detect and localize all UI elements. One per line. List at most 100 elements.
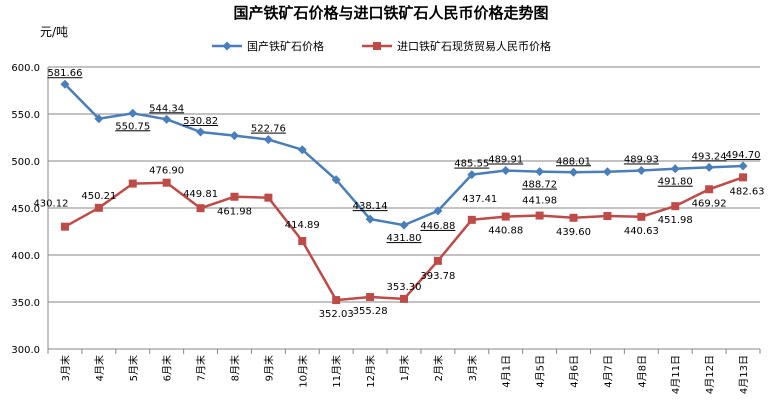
x-tick-label: 12月末 — [364, 355, 377, 388]
series-2-point — [366, 293, 375, 302]
series-2-data-label: 414.89 — [285, 220, 320, 231]
x-tick-label: 3月末 — [59, 355, 72, 381]
series-2-point — [603, 211, 612, 220]
series-1-point — [263, 135, 273, 145]
y-tick-label: 550.0 — [11, 110, 40, 121]
series-1-point — [196, 127, 206, 137]
series-1-point — [331, 175, 341, 185]
tick-labels: 300.0 350.0 400.0 450.0 500.0 550.0 600.0 3月末 4月… — [11, 63, 750, 394]
series-2-point — [501, 212, 510, 221]
series-2-data-label: 439.60 — [556, 227, 591, 238]
series-2-data-label: 461.98 — [217, 207, 252, 218]
series-1-data-label: 438.14 — [353, 201, 388, 212]
series-1-point — [636, 165, 646, 175]
series-1-data-label: 522.76 — [251, 124, 286, 135]
series-1-point — [535, 167, 545, 177]
series-2-data-label: 440.63 — [624, 226, 659, 237]
series-2-point — [60, 222, 69, 231]
series-2-data-label: 476.90 — [149, 166, 184, 177]
series-1-point — [467, 170, 477, 180]
series-2-data-label: 437.41 — [462, 194, 497, 205]
series-1-data-label: 488.72 — [522, 180, 557, 191]
series-1-data-label: 485.55 — [454, 159, 489, 170]
series-1-point — [433, 206, 443, 216]
series-1-data-label: 493.24 — [692, 151, 727, 162]
series-2-point — [671, 202, 680, 211]
y-tick-label: 500.0 — [11, 157, 40, 168]
x-tick-label: 11月末 — [330, 355, 343, 388]
series-1-data-label: 489.91 — [488, 154, 523, 165]
axes — [47, 67, 761, 354]
series-2-point — [264, 193, 273, 202]
series-1-point — [229, 131, 239, 141]
series-1-data-label: 446.88 — [420, 221, 455, 232]
y-axis-label: 元/吨 — [40, 25, 68, 39]
series-2-data-label: 353.30 — [387, 282, 422, 293]
series-1-point — [704, 162, 714, 172]
chart-title: 国产铁矿石价格与进口铁矿石人民币价格走势图 — [233, 4, 548, 22]
y-tick-label: 300.0 — [11, 345, 40, 356]
series-1-point — [602, 167, 612, 177]
series-2-point — [196, 204, 205, 213]
x-tick-label: 4月1日 — [501, 355, 513, 388]
series-2-data-label: 393.78 — [420, 271, 455, 282]
series-2-point — [298, 237, 307, 246]
series-2-data-label: 449.81 — [183, 189, 218, 200]
series-2-point — [230, 192, 239, 201]
series-1-data-label: 491.80 — [658, 177, 693, 188]
series-1-point — [128, 108, 138, 118]
series-1-point — [365, 214, 375, 224]
series-1-point — [162, 114, 172, 124]
x-tick-label: 1月末 — [398, 355, 411, 381]
x-tick-label: 9月末 — [262, 355, 275, 381]
legend-label-1: 国产铁矿石价格 — [247, 39, 324, 53]
series-2-data-label: 441.98 — [522, 196, 557, 207]
series-1-point — [94, 114, 104, 124]
series-2-point — [467, 215, 476, 224]
series-2-point — [739, 173, 748, 182]
series-2-point — [94, 203, 103, 212]
series-2-point — [400, 294, 408, 303]
series-1-data-label: 489.93 — [624, 154, 659, 165]
x-tick-label: 3月末 — [466, 355, 479, 381]
x-tick-label: 4月8日 — [636, 355, 648, 388]
x-tick-label: 4月12日 — [704, 355, 716, 394]
x-tick-label: 8月末 — [228, 355, 241, 381]
x-tick-label: 4月末 — [93, 355, 106, 381]
series-2-data-label: 469.92 — [692, 198, 727, 209]
x-tick-label: 2月末 — [432, 355, 445, 381]
series-2-data-label: 482.63 — [730, 186, 765, 197]
x-tick-label: 7月末 — [195, 355, 208, 381]
x-tick-label: 4月6日 — [569, 355, 581, 388]
y-tick-label: 400.0 — [11, 251, 40, 262]
legend-marker-2 — [373, 42, 381, 50]
series-2-point — [569, 213, 578, 222]
y-tick-label: 350.0 — [11, 298, 40, 309]
x-tick-label: 5月末 — [127, 355, 140, 381]
series-2-point — [705, 185, 714, 194]
series-2-data-label: 450.21 — [81, 191, 116, 202]
legend-label-2: 进口铁矿石现货贸易人民币价格 — [397, 39, 551, 53]
series-1-data-label: 581.66 — [47, 68, 82, 79]
series-1-point — [60, 79, 70, 89]
series-1-data-label: 530.82 — [183, 116, 218, 127]
series-2-point — [332, 296, 341, 305]
data-labels: 581.66 550.75 544.34 530.82 522.76 438.14 431.… — [33, 68, 764, 320]
series-1-point — [569, 167, 579, 177]
series-2-point — [535, 211, 544, 220]
series-1-data-label: 488.01 — [556, 156, 591, 167]
x-tick-label: 4月13日 — [738, 355, 750, 394]
series-1-data-label: 431.80 — [387, 233, 422, 244]
series-1-point — [738, 161, 748, 171]
series-2-data-label: 451.98 — [658, 215, 693, 226]
y-tick-label: 600.0 — [11, 63, 40, 74]
series-2-data-label: 352.03 — [319, 309, 354, 320]
markers — [60, 79, 748, 305]
series-2-data-label: 440.88 — [488, 226, 523, 237]
legend: 国产铁矿石价格 进口铁矿石现货贸易人民币价格 — [212, 39, 551, 53]
x-tick-label: 4月7日 — [602, 355, 614, 388]
x-tick-label: 4月5日 — [535, 355, 547, 388]
series-1-point — [501, 165, 511, 175]
series-1-point — [670, 164, 680, 174]
